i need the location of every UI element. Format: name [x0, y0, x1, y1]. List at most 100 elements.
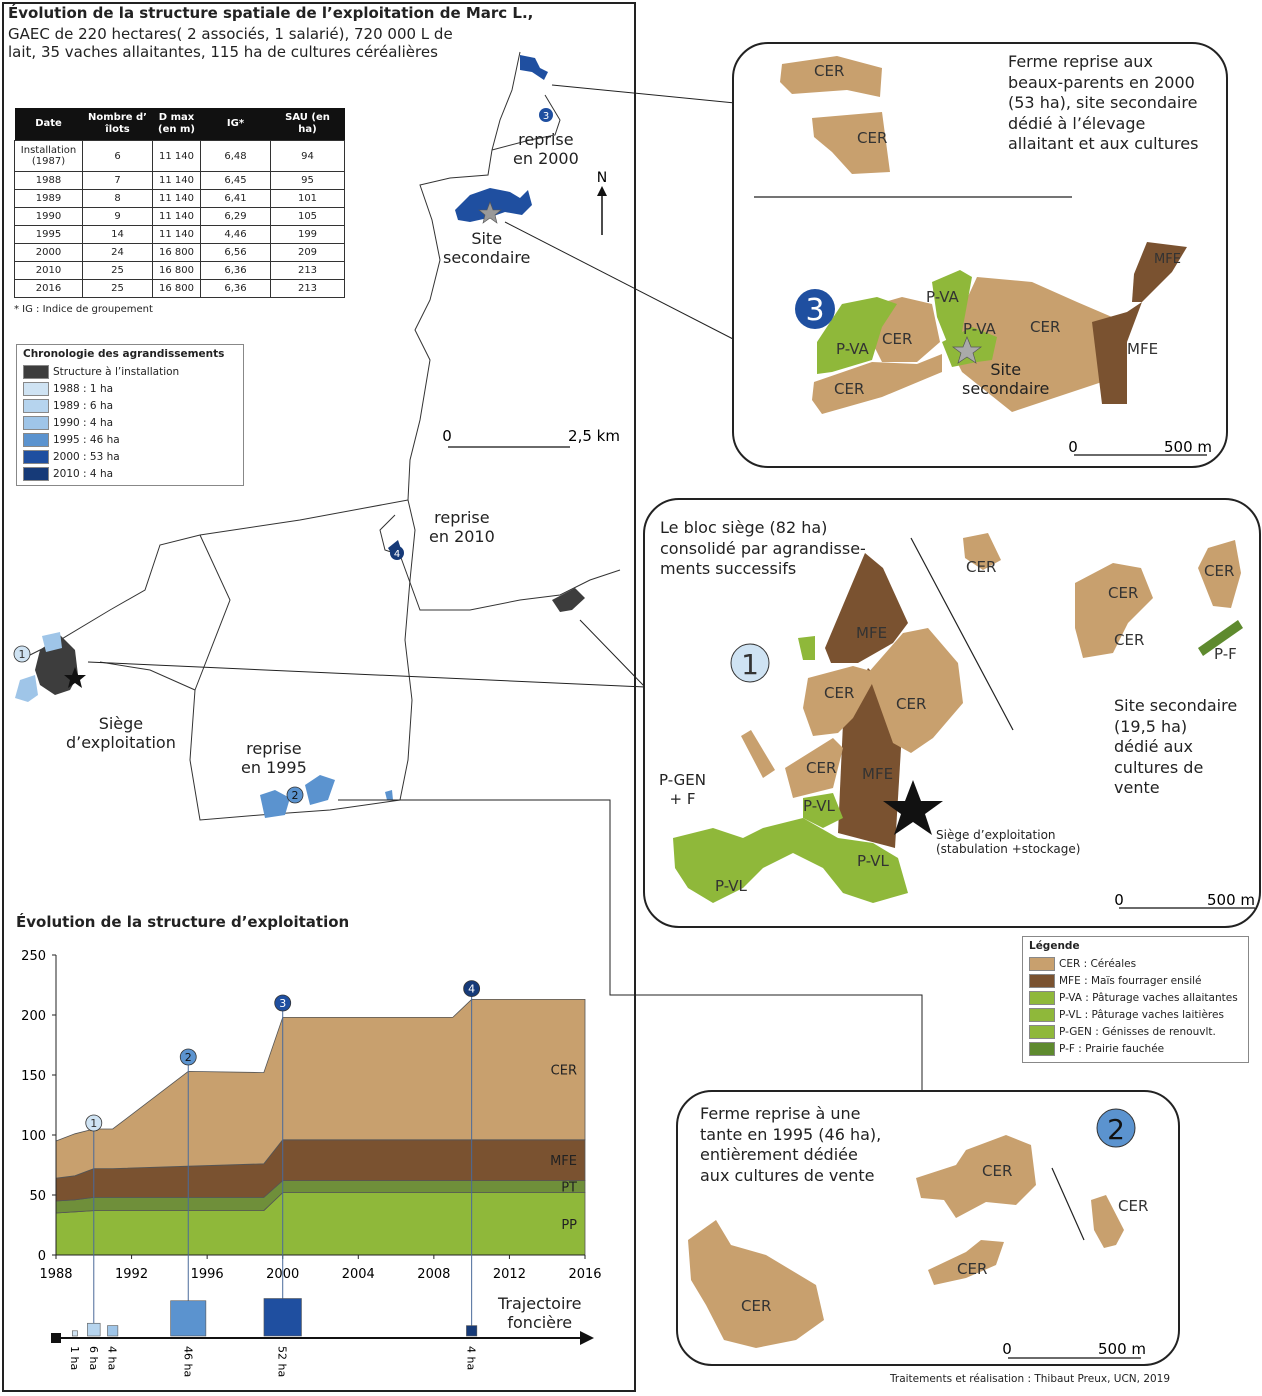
- box1-siege-star-icon: [883, 780, 943, 835]
- legend-label: 2000 : 53 ha: [53, 451, 120, 463]
- table-cell: 6: [82, 140, 153, 172]
- box1-label-cer2: CER: [896, 695, 927, 713]
- road-west: [19, 499, 409, 661]
- box3-parcel-pva2: [817, 297, 897, 374]
- box3-label-mfe2: MFE: [1127, 340, 1159, 358]
- box2-parcel-cer4: [688, 1220, 824, 1348]
- acquisition-label: 4 ha: [465, 1346, 478, 1370]
- chart-y-tick-label: 150: [21, 1069, 46, 1084]
- map-scale-zero: 0: [442, 427, 452, 445]
- box3-parcel-cer2: [812, 112, 890, 174]
- chart-x-tick-label: 2012: [493, 1267, 526, 1282]
- box1-label-mfe2: MFE: [862, 765, 894, 783]
- box1-label-cer3: CER: [806, 759, 837, 777]
- box1-parcel-pgen: [798, 636, 815, 660]
- box3-scale-label: 500 m: [1164, 438, 1212, 456]
- box3-label-site: Site secondaire: [962, 360, 1050, 398]
- table-cell: 213: [270, 279, 345, 298]
- legend-label: Structure à l’installation: [53, 366, 180, 378]
- table-row: 1988 7 11 140 6,45 95: [14, 171, 345, 190]
- label-reprise-1995: reprise en 1995: [241, 739, 307, 777]
- chart-y-tick-label: 50: [29, 1189, 46, 1204]
- box1-label-cer6: CER: [1114, 631, 1145, 649]
- acquisition-label: 52 ha: [276, 1346, 289, 1377]
- table-row: 2000 24 16 800 6,56 209: [14, 243, 345, 262]
- left-panel: [2, 2, 636, 1392]
- box2-label-cer3: CER: [957, 1260, 988, 1278]
- box2-marker-label: 2: [1107, 1113, 1125, 1146]
- box1-parcel-cer4: [963, 533, 1001, 570]
- marker-3-label: 3: [543, 111, 549, 122]
- box1-parcel-cer6: [1198, 540, 1241, 608]
- box1-marker-label: 1: [741, 648, 759, 681]
- box1-parcel-mfe1: [825, 553, 908, 663]
- legend-label: 2010 : 4 ha: [53, 468, 114, 480]
- road-north: [407, 51, 521, 501]
- table-row: 1995 14 11 140 4,46 199: [14, 225, 345, 244]
- box1-parcel-cer5: [1075, 563, 1153, 658]
- chart-x-tick-label: 1996: [191, 1267, 224, 1282]
- chart-y-tick-label: 0: [38, 1249, 46, 1264]
- box1-scale-label: 500 m: [1207, 891, 1255, 909]
- legend-swatch: [23, 382, 49, 396]
- chart-stage-marker-icon: [85, 1114, 103, 1132]
- legend-swatch: [1029, 1008, 1055, 1022]
- box3-label-pva2: P-VA: [836, 340, 869, 358]
- acquisition-square: [71, 1330, 78, 1337]
- legend-swatch: [23, 450, 49, 464]
- chart-x-tick-label: 2008: [417, 1267, 450, 1282]
- legend-label: 1990 : 4 ha: [53, 417, 114, 429]
- table-cell: 11 140: [152, 140, 201, 172]
- th-dmax: D max (en m): [152, 108, 201, 141]
- landuse-legend: Légende CER : Céréales MFE : Maïs fourrag…: [1022, 936, 1249, 1063]
- box1-parcel-cer3: [785, 738, 843, 798]
- box2-label-cer2: CER: [1118, 1197, 1149, 1215]
- th-ig: IG*: [200, 108, 271, 141]
- box3-parcel-cer3: [947, 277, 1112, 412]
- th-sau: SAU (en ha): [270, 108, 345, 141]
- acquisition-square: [170, 1300, 207, 1337]
- box1-parcel-pvl-main: [673, 818, 908, 903]
- chart-y-tick-label: 250: [21, 949, 46, 964]
- table-row: 2016 25 16 800 6,36 213: [14, 279, 345, 298]
- th-ilots: Nombre d’ îlots: [82, 108, 153, 141]
- map-subtitle-line3: lait, 35 vaches allaitantes, 115 ha de c…: [8, 43, 438, 61]
- box3-parcel-cer5: [812, 354, 942, 414]
- box1-label-pvl1: P-VL: [803, 797, 835, 815]
- marker-3-icon: [539, 108, 553, 122]
- legend-label: 1995 : 46 ha: [53, 434, 120, 446]
- map-scale-label: 2,5 km: [568, 427, 620, 445]
- credit: Traitements et réalisation : Thibaut Pre…: [890, 1373, 1171, 1385]
- legend-swatch: [1029, 991, 1055, 1005]
- box1-scale-zero: 0: [1114, 891, 1124, 909]
- parcel-2000-site: [455, 188, 532, 222]
- box1-text: Le bloc siège (82 ha) consolidé par agran…: [660, 518, 866, 578]
- box1-label-pvl3: P-VL: [715, 877, 747, 895]
- box3-parcel-mfe1: [1132, 242, 1187, 302]
- landuse-legend-item: P-F : Prairie fauchée: [1029, 1042, 1164, 1057]
- box3-site-star-icon: [951, 336, 983, 364]
- box1-map: 1 0 500 m: [673, 533, 1255, 909]
- parcel-2000-north: [520, 55, 548, 80]
- box3-text: Ferme reprise aux beaux-parents en 2000 (5…: [1008, 52, 1199, 153]
- legend-swatch: [23, 416, 49, 430]
- acquisition-square: [263, 1298, 302, 1337]
- trajectory-arrow-icon: [580, 1331, 594, 1345]
- box3-label-cer5: CER: [834, 380, 865, 398]
- landuse-legend-item: CER : Céréales: [1029, 957, 1136, 972]
- legend-label: P-F : Prairie fauchée: [1059, 1043, 1165, 1055]
- th-date: Date: [14, 108, 83, 141]
- table-cell: 94: [270, 140, 345, 172]
- chart-x-tick-label: 1988: [39, 1267, 72, 1282]
- legend-swatch: [1029, 974, 1055, 988]
- legend-swatch: [23, 365, 49, 379]
- legend-label: MFE : Maïs fourrager ensilé: [1059, 975, 1202, 987]
- chronology-legend-item: 1989 : 6 ha: [23, 399, 113, 413]
- box2-map: 2 0 500 m: [688, 1108, 1146, 1359]
- box3-label-cer4: CER: [1030, 318, 1061, 336]
- box3-map: 3 0 500 m: [754, 56, 1212, 456]
- parcel-east-block: [552, 588, 585, 612]
- landuse-legend-item: P-GEN : Génisses de renouvlt.: [1029, 1025, 1216, 1040]
